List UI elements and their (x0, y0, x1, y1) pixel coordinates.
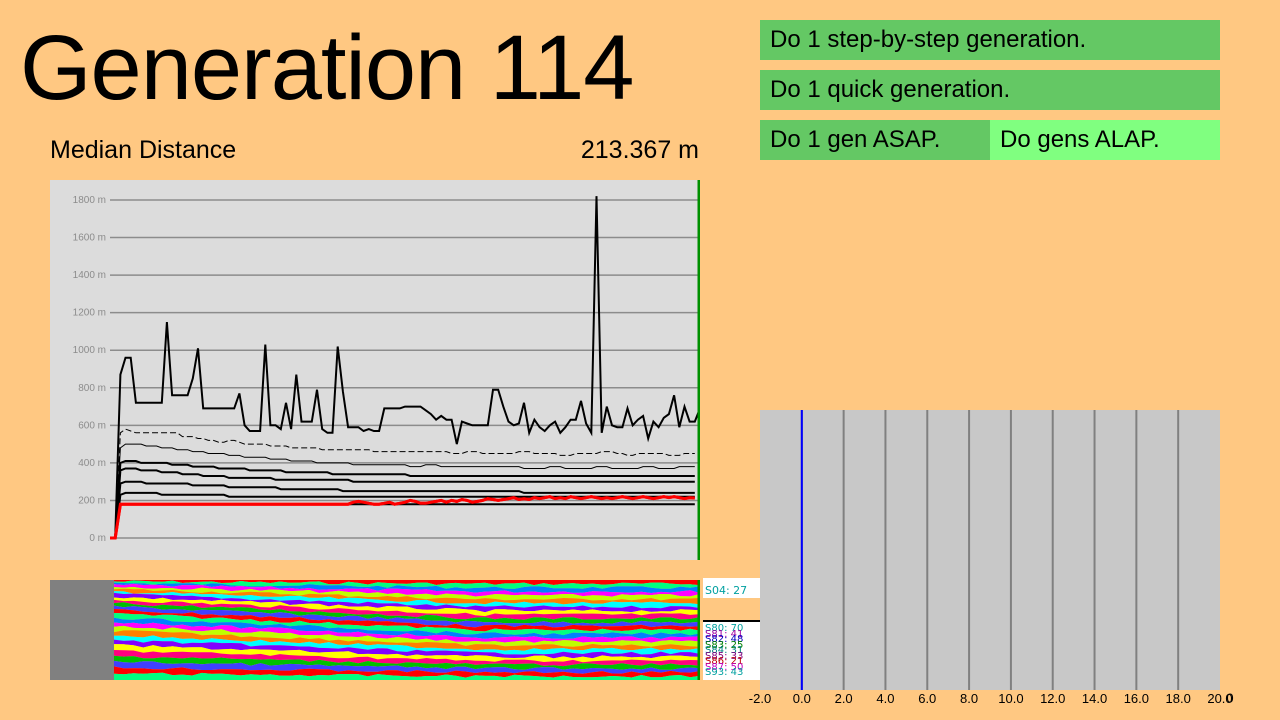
median-series-line-top (110, 495, 695, 540)
species-band (114, 650, 700, 667)
species-empty-region (50, 580, 114, 680)
species-legend: S80: 70 S81: 41 S82: 48 S83: 25 S84: 31 S85: … (703, 620, 760, 680)
species-label: S86: 21 (705, 656, 744, 667)
species-band (114, 635, 700, 655)
species-band (114, 588, 700, 605)
species-band (114, 580, 700, 589)
histogram-chart (760, 410, 1220, 690)
gen-asap-button[interactable]: Do 1 gen ASAP. (760, 120, 990, 160)
species-band (114, 583, 700, 597)
percentile-series-line (110, 196, 700, 539)
median-distance-value: 213.367 m (580, 136, 699, 164)
median-distance-label: Median Distance (50, 136, 237, 164)
quick-generation-button[interactable]: Do 1 quick generation. (760, 70, 1220, 110)
histogram-x-tick-label: 10.0 (998, 691, 1023, 706)
species-band (114, 591, 700, 609)
histogram-x-tick-label: -2.0 (749, 691, 771, 706)
y-tick-label: 400 m (78, 458, 106, 469)
species-band (114, 587, 700, 601)
y-tick-label: 1000 m (73, 345, 106, 356)
species-band (114, 599, 700, 620)
species-band (114, 630, 700, 651)
histogram-x-tick-label: 16.0 (1124, 691, 1149, 706)
percentile-series-line (110, 460, 695, 539)
species-band (114, 597, 700, 617)
species-top-label: S04: 27 (705, 584, 748, 597)
gens-alap-button[interactable]: Do gens ALAP. (990, 120, 1220, 160)
species-label: S80: 70 (705, 623, 744, 634)
y-tick-label: 1800 m (73, 195, 106, 206)
percentile-series-line (110, 428, 695, 539)
percentile-series-line (110, 467, 695, 539)
species-band (114, 660, 700, 674)
species-band (114, 644, 700, 663)
species-band (114, 639, 700, 659)
species-band (114, 613, 700, 636)
species-chart (50, 580, 700, 680)
species-label: S82: 48 (705, 634, 744, 645)
species-band (114, 592, 700, 613)
species-label: S84: 31 (705, 645, 744, 656)
species-label: S83: 25 (705, 639, 744, 651)
histogram-background (760, 410, 1220, 690)
y-tick-label: 1200 m (73, 308, 106, 319)
histogram-x-tick-label: 8.0 (960, 691, 978, 706)
species-label: S85: 33 (705, 650, 744, 662)
histogram-x-tick-label: 14.0 (1082, 691, 1107, 706)
y-tick-label: 0 m (89, 533, 106, 544)
histogram-axis: -2.0 0.0 2.0 4.0 6.0 8.0 10.0 12.0 14.0 16.0 18.0 2… (749, 691, 1234, 706)
histogram-x-tick-label: 4.0 (876, 691, 894, 706)
histogram-corner-label: 0 (1226, 691, 1233, 706)
page-title: Generation 114 (20, 17, 634, 119)
step-by-step-generation-button[interactable]: Do 1 step-by-step generation. (760, 20, 1220, 60)
histogram-x-tick-label: 12.0 (1040, 691, 1065, 706)
species-band (114, 655, 700, 670)
percentile-series-line (110, 443, 695, 539)
histogram-x-tick-label: 6.0 (918, 691, 936, 706)
species-label: S87: 50 (705, 661, 744, 673)
y-tick-label: 600 m (78, 420, 106, 431)
species-label: S81: 41 (705, 628, 744, 640)
species-band (114, 580, 700, 586)
fitness-chart: 0 m 200 m 400 m 600 m 800 m 1000 m 1200 m 1400 … (50, 180, 700, 560)
species-band (114, 672, 700, 680)
species-legend-top: S04: 27 (703, 578, 760, 598)
species-band (114, 666, 700, 678)
species-label: S93: 43 (705, 667, 744, 678)
species-band (114, 617, 700, 639)
y-tick-label: 800 m (78, 383, 106, 394)
histogram-x-tick-label: 18.0 (1166, 691, 1191, 706)
y-tick-label: 200 m (78, 495, 106, 506)
histogram-x-tick-label: 2.0 (835, 691, 853, 706)
species-band (114, 582, 700, 593)
histogram-x-tick-label: 0.0 (793, 691, 811, 706)
histogram-x-tick-label: 20.0 (1207, 691, 1232, 706)
y-tick-label: 1400 m (73, 270, 106, 281)
species-band (114, 625, 700, 647)
percentile-series-line (110, 480, 695, 539)
y-tick-label: 1600 m (73, 233, 106, 244)
